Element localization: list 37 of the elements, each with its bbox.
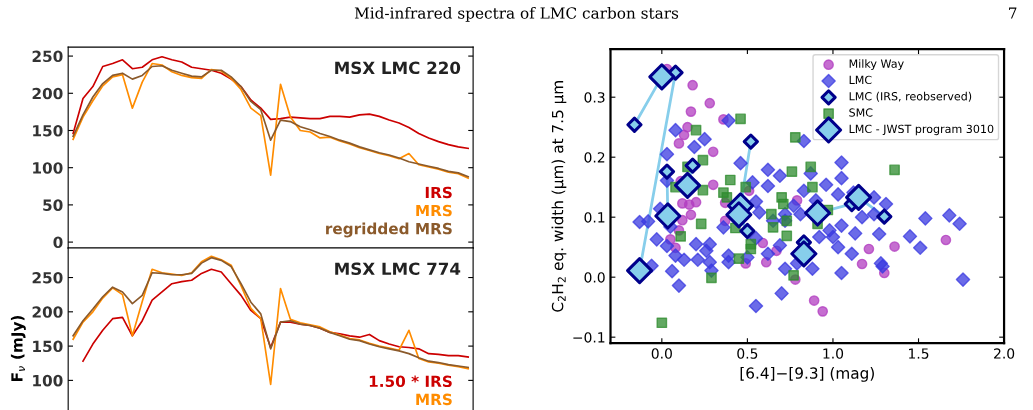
y-axis-title: C$_{2}$H$_{2}$ eq. width (μm) at 7.5 μm bbox=[551, 81, 567, 312]
y-tick-label: 100 bbox=[33, 162, 63, 174]
series-label: MRS bbox=[416, 393, 452, 406]
text: Mid-infrared spectra of LMC carbon stars bbox=[354, 6, 679, 22]
y-tick-label: 0 bbox=[53, 236, 63, 249]
y-tick-label: 250 bbox=[32, 50, 63, 63]
y-tick-label: 0.0 bbox=[584, 272, 605, 283]
text: regridded MRS bbox=[326, 222, 452, 238]
legend-label: LMC (IRS, reobserved) bbox=[849, 91, 972, 102]
legend-label: LMC - JWST program 3010 bbox=[849, 124, 994, 136]
y-tick-label: 150 bbox=[33, 340, 63, 353]
x-tick-label: 1.5 bbox=[909, 348, 929, 359]
x-tick-label: 0.5 bbox=[737, 348, 758, 359]
annotation: MSX LMC 774 bbox=[335, 262, 461, 276]
text: IRS bbox=[425, 186, 452, 199]
legend-label: LMC bbox=[849, 75, 872, 85]
y-tick-label: 200 bbox=[32, 306, 63, 318]
text: 7 bbox=[1009, 7, 1017, 19]
y-tick-label: 0.3 bbox=[584, 92, 605, 103]
legend-label: Milky Way bbox=[849, 59, 904, 70]
y-tick-label: 250 bbox=[32, 272, 63, 284]
y-tick-label: 150 bbox=[33, 124, 63, 137]
legend-label: SMC bbox=[849, 108, 873, 117]
x-axis-title: [6.4]−[9.3] (mag) bbox=[740, 367, 874, 382]
y-tick-label: 0.2 bbox=[584, 152, 605, 163]
text: MRS bbox=[416, 204, 452, 217]
y-tick-label: 0.1 bbox=[584, 212, 605, 223]
x-tick-label: 0.0 bbox=[651, 348, 672, 359]
x-tick-label: 1.0 bbox=[823, 348, 844, 359]
y-axis-title: F$_{ν}$ (mJy) bbox=[10, 315, 26, 382]
series-label: 1.50 * IRS bbox=[369, 375, 452, 388]
x-tick-label: 2.0 bbox=[994, 348, 1015, 359]
y-tick-label: −0.1 bbox=[573, 332, 605, 343]
y-tick-label: 200 bbox=[32, 87, 63, 100]
annotation: MSX LMC 220 bbox=[335, 61, 461, 75]
y-tick-label: 100 bbox=[33, 374, 63, 387]
y-tick-label: 50 bbox=[43, 199, 63, 211]
